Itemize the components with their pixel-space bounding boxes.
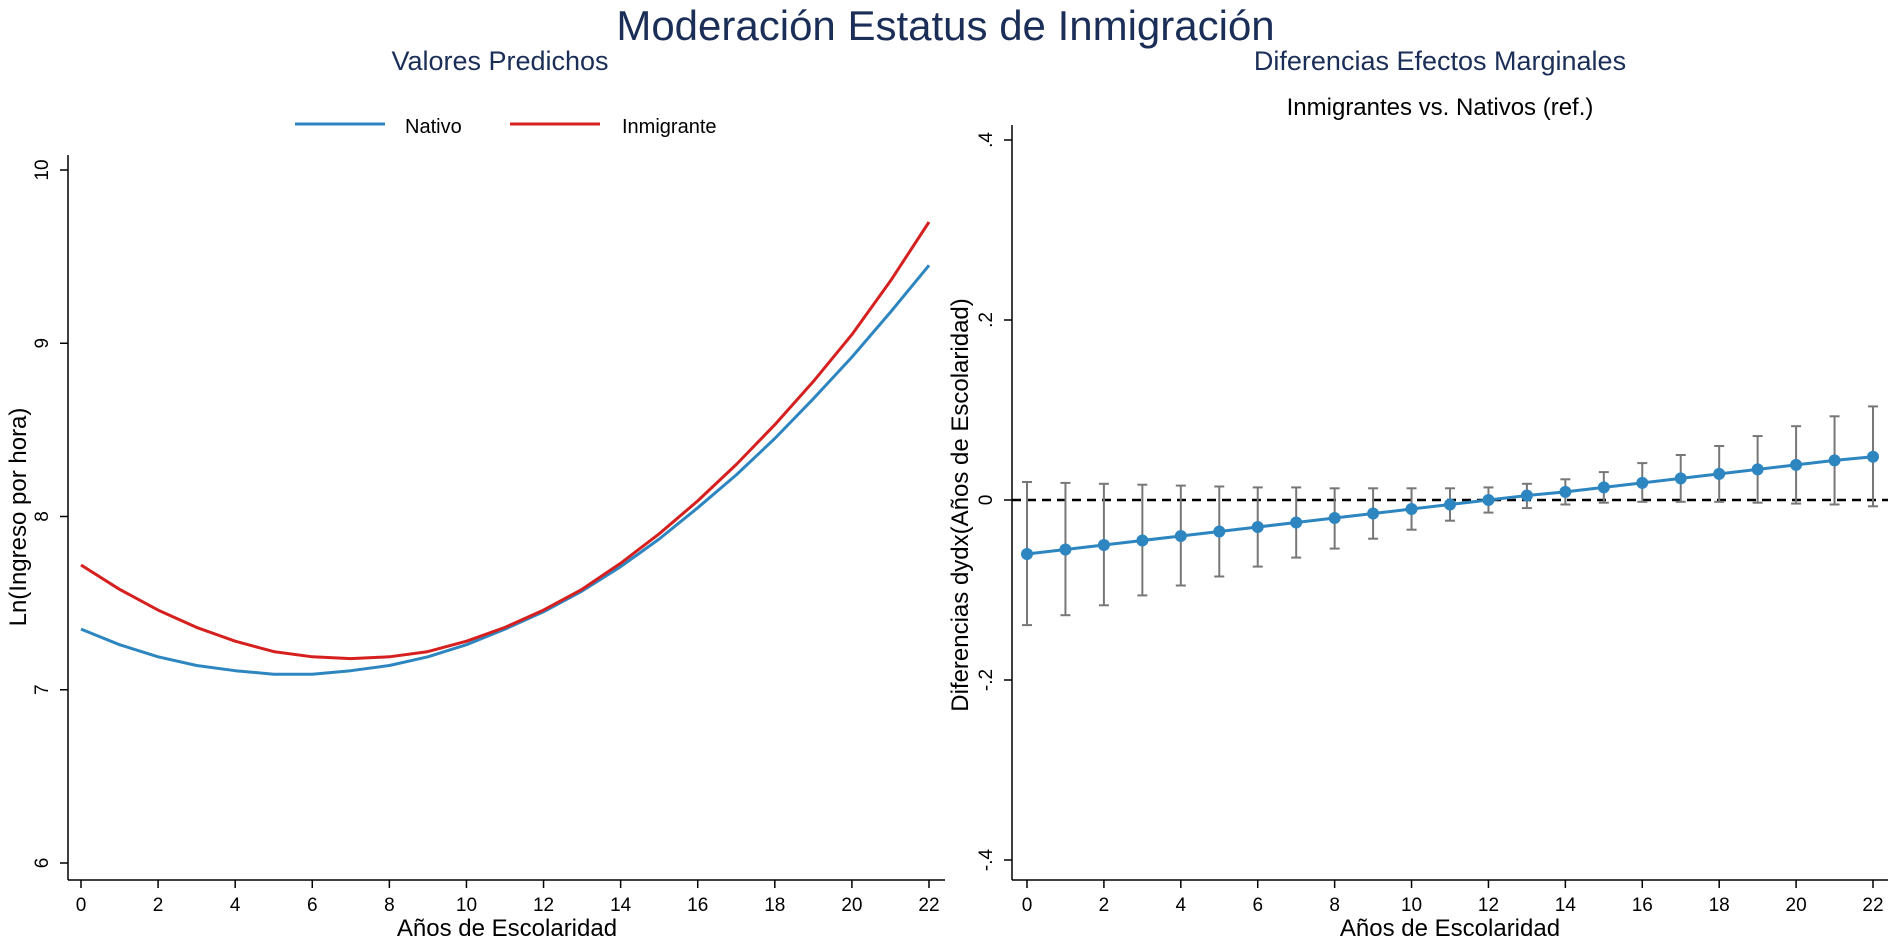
x-tick-label: 22	[1862, 895, 1883, 916]
data-point	[1597, 481, 1610, 494]
data-point	[1444, 498, 1456, 511]
x-tick-label: 10	[456, 895, 477, 916]
x-tick-label: 16	[687, 895, 708, 916]
predicted-values-chart: Nativo Inmigrante 6 7 8 9 10 0 2 4 6 8 10 12 14 16 18…	[5, 116, 945, 942]
data-point	[1559, 485, 1572, 498]
legend: Nativo Inmigrante	[295, 116, 717, 138]
series-line-nativo	[80, 264, 931, 676]
data-point	[1790, 458, 1803, 471]
right-panel-title: Diferencias Efectos Marginales	[1253, 46, 1627, 76]
data-point	[1482, 494, 1495, 506]
x-tick-label: 8	[1329, 895, 1340, 916]
x-tick-label: 6	[1252, 895, 1263, 916]
x-tick-label: 4	[1176, 895, 1187, 916]
y-tick-label: -.4	[976, 848, 997, 871]
y-ticks: -.4 -.2 0 .2 .4	[976, 132, 1012, 871]
data-point	[1828, 454, 1841, 467]
y-axis-label: Ln(Ingreso por hora)	[5, 408, 32, 627]
x-axis-label: Años de Escolaridad	[397, 915, 617, 942]
x-tick-label: 12	[533, 895, 554, 916]
x-tick-label: 16	[1632, 895, 1653, 916]
data-point	[1713, 467, 1726, 480]
x-tick-label: 4	[230, 895, 241, 916]
data-point	[1636, 476, 1649, 489]
y-tick-label: .4	[976, 132, 997, 148]
x-tick-label: 8	[384, 895, 395, 916]
x-tick-label: 18	[764, 895, 785, 916]
x-tick-label: 18	[1709, 895, 1730, 916]
data-point	[1405, 503, 1418, 515]
data-point	[1328, 512, 1341, 524]
x-tick-label: 14	[610, 895, 632, 916]
y-tick-label: 8	[32, 511, 53, 522]
series-lines	[80, 221, 931, 676]
x-tick-label: 0	[76, 895, 87, 916]
x-tick-label: 2	[1099, 895, 1110, 916]
confidence-intervals	[1022, 405, 1878, 627]
legend-label-inmigrante: Inmigrante	[622, 116, 717, 138]
y-tick-label: 6	[32, 858, 53, 869]
x-tick-label: 0	[1022, 895, 1033, 916]
main-title: Moderación Estatus de Inmigración	[616, 2, 1275, 49]
y-tick-label: .2	[976, 312, 997, 328]
y-tick-label: 9	[32, 338, 53, 349]
x-tick-label: 14	[1555, 895, 1577, 916]
marginal-effects-chart: -.4 -.2 0 .2 .4 0 2 4 6 8 10 12 14 16 18 20 22 Diferenc…	[947, 125, 1888, 942]
x-tick-label: 22	[918, 895, 939, 916]
y-axis-label: Diferencias dydx(Años de Escolaridad)	[947, 298, 974, 712]
data-point	[1251, 521, 1264, 533]
y-ticks: 6 7 8 9 10	[32, 159, 68, 868]
left-panel-title: Valores Predichos	[391, 46, 609, 76]
x-ticks: 0 2 4 6 8 10 12 14 16 18 20 22	[76, 880, 940, 916]
series-line-inmigrante	[80, 221, 931, 661]
x-tick-label: 12	[1478, 895, 1499, 916]
data-point	[1751, 463, 1764, 476]
data-point	[1674, 472, 1687, 485]
x-tick-label: 20	[1786, 895, 1807, 916]
x-axis-label: Años de Escolaridad	[1340, 915, 1560, 942]
y-tick-label: 10	[32, 159, 53, 180]
legend-label-nativo: Nativo	[405, 116, 462, 138]
data-point	[1290, 516, 1303, 529]
data-point	[1021, 548, 1033, 560]
data-point	[1367, 507, 1380, 520]
right-panel-subtitle: Inmigrantes vs. Nativos (ref.)	[1286, 94, 1594, 121]
x-tick-label: 10	[1401, 895, 1422, 916]
x-tick-label: 20	[841, 895, 862, 916]
y-tick-label: -.2	[976, 669, 997, 691]
x-tick-label: 2	[153, 895, 164, 916]
data-point	[1059, 543, 1072, 556]
series-points	[1021, 450, 1879, 560]
data-point	[1867, 450, 1879, 463]
data-point	[1097, 539, 1110, 551]
data-point	[1520, 489, 1533, 502]
data-point	[1213, 525, 1226, 538]
x-tick-label: 6	[307, 895, 318, 916]
data-point	[1136, 534, 1149, 547]
x-ticks: 0 2 4 6 8 10 12 14 16 18 20 22	[1022, 880, 1884, 916]
y-tick-label: 7	[32, 684, 53, 695]
y-tick-label: 0	[976, 495, 997, 506]
data-point	[1174, 530, 1187, 542]
